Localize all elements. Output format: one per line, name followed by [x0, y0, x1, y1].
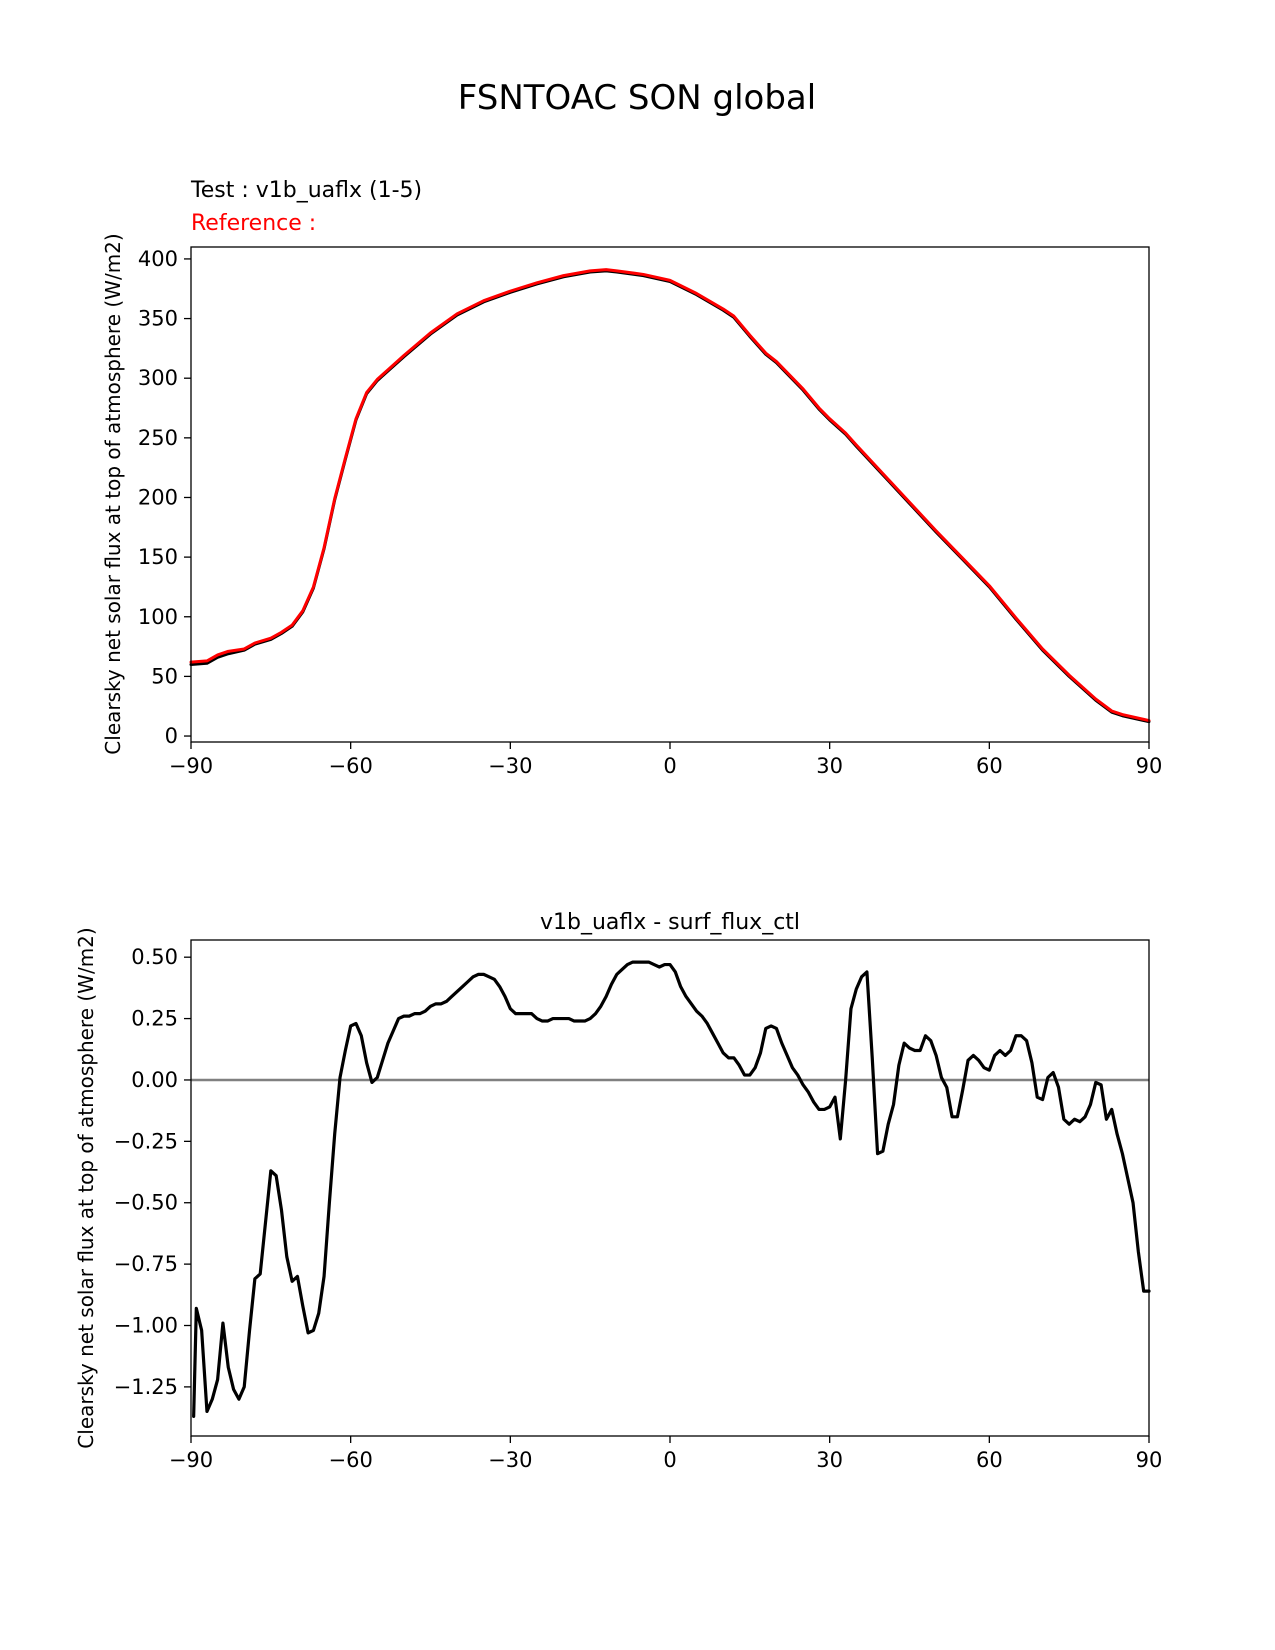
top-plot-area: −90 −60 −30 0 30 60 90 0 50 100 150 200 250 300 350 400: [138, 247, 1162, 778]
bottom-x-tick-label: −60: [329, 1448, 373, 1472]
top-y-axis-label: Clearsky net solar flux at top of atmosp…: [101, 233, 125, 754]
figure-title: FSNTOAC SON global: [458, 78, 816, 118]
bottom-panel: v1b_uaflx - surf_flux_ctl Clearsky net s…: [74, 910, 1162, 1472]
top-x-tick-label: −90: [169, 754, 213, 778]
top-x-tick-label: 30: [816, 754, 843, 778]
bottom-y-tick-label: −1.00: [114, 1314, 178, 1338]
bottom-x-tick-label: 0: [663, 1448, 676, 1472]
top-x-tick-label: −30: [488, 754, 532, 778]
series-line-reference: [189, 268, 1151, 723]
bottom-y-tick-label: 0.00: [131, 1068, 178, 1092]
top-y-tick-label: 200: [138, 485, 178, 509]
bottom-x-tick-label: −30: [488, 1448, 532, 1472]
top-axes-frame: [190, 246, 1150, 743]
bottom-x-tick-label: −90: [169, 1448, 213, 1472]
top-x-tick-label: 90: [1136, 754, 1163, 778]
top-panel: Test : v1b_uaflx (1-5) Reference : Clear…: [101, 178, 1162, 778]
top-y-tick-label: 100: [138, 605, 178, 629]
bottom-x-tick-label: 90: [1136, 1448, 1163, 1472]
top-x-tick-label: 0: [663, 754, 676, 778]
bottom-plot-area: −90 −60 −30 0 30 60 90 0.50 0.25 0.00 −0.25 −0.50 −0…: [114, 945, 1163, 1472]
top-y-tick-label: 50: [151, 664, 178, 688]
bottom-axes-frame: [190, 939, 1150, 1437]
test-label: Test : v1b_uaflx (1-5): [190, 178, 422, 203]
top-y-tick-label: 400: [138, 247, 178, 271]
reference-label: Reference :: [191, 211, 316, 236]
bottom-x-tick-label: 60: [976, 1448, 1003, 1472]
top-x-tick-label: −60: [329, 754, 373, 778]
top-y-tick-label: 350: [138, 307, 178, 331]
top-y-tick-label: 300: [138, 366, 178, 390]
top-y-tick-label: 150: [138, 545, 178, 569]
bottom-y-axis-label: Clearsky net solar flux at top of atmosp…: [74, 927, 98, 1448]
bottom-y-tick-label: 0.50: [131, 945, 178, 969]
bottom-y-tick-label: −0.75: [114, 1252, 178, 1276]
bottom-x-tick-label: 30: [816, 1448, 843, 1472]
top-x-tick-label: 60: [976, 754, 1003, 778]
bottom-y-tick-label: −0.25: [114, 1129, 178, 1153]
top-y-tick-label: 0: [165, 724, 178, 748]
series-line-difference: [192, 960, 1151, 1418]
bottom-title: v1b_uaflx - surf_flux_ctl: [540, 910, 800, 935]
bottom-y-tick-label: −0.50: [114, 1191, 178, 1215]
top-y-tick-label: 250: [138, 426, 178, 450]
bottom-y-tick-label: −1.25: [114, 1375, 178, 1399]
bottom-y-tick-label: 0.25: [131, 1007, 178, 1031]
